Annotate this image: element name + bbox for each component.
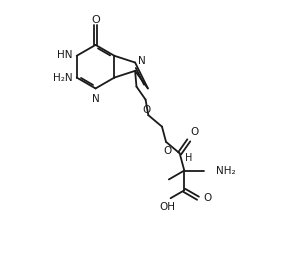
Text: O: O bbox=[142, 104, 151, 115]
Text: NH₂: NH₂ bbox=[216, 166, 236, 175]
Text: O: O bbox=[163, 146, 171, 156]
Text: N: N bbox=[92, 94, 99, 104]
Text: H: H bbox=[185, 153, 192, 163]
Text: O: O bbox=[91, 15, 100, 25]
Text: N: N bbox=[138, 55, 146, 66]
Text: O: O bbox=[191, 127, 199, 138]
Text: HN: HN bbox=[57, 50, 73, 60]
Text: O: O bbox=[203, 193, 211, 203]
Text: OH: OH bbox=[160, 202, 176, 212]
Text: H₂N: H₂N bbox=[53, 72, 73, 83]
